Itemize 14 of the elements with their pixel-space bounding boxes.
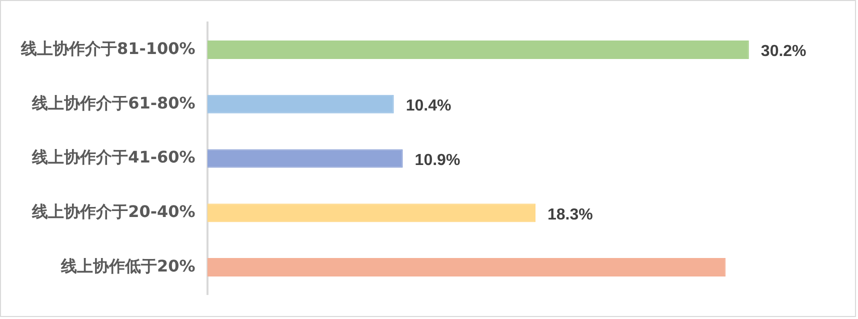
bar: [207, 40, 749, 60]
bar: [207, 204, 536, 222]
data-label: 30.2%: [760, 43, 806, 60]
bar: [207, 149, 403, 168]
bar: [207, 258, 726, 276]
y-tick-label: 线上协作介于81-100%: [20, 38, 196, 58]
y-tick-label: 线上协作低于20%: [60, 256, 196, 276]
y-tick-label: 线上协作介于41-60%: [31, 148, 196, 167]
y-tick-label: 线上协作介于20-40%: [31, 202, 196, 222]
y-tick-label: 线上协作介于61-80%: [31, 93, 196, 112]
data-label: 10.9%: [414, 152, 460, 169]
bar: [207, 94, 394, 114]
data-label: 18.3%: [548, 206, 593, 224]
data-label: 10.4%: [406, 98, 452, 115]
